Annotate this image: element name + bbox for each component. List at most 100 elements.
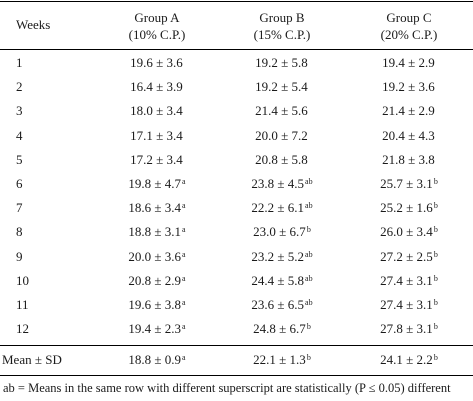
group-a-cell: 20.0 ± 3.6a xyxy=(95,249,219,264)
group-c-cell: 25.2 ± 1.6b xyxy=(347,200,471,215)
group-a-cell-superscript: a xyxy=(182,274,186,283)
group-b-cell-value: 22.2 ± 6.1 xyxy=(251,200,305,215)
table-footnote: ab = Means in the same row with differen… xyxy=(3,381,451,395)
group-a-cell-superscript: a xyxy=(182,250,186,259)
group-a-cell: 18.6 ± 3.4a xyxy=(95,200,219,215)
group-a-cell-value: 20.0 ± 3.6 xyxy=(128,249,182,264)
group-a-cell: 19.8 ± 4.7a xyxy=(95,176,219,191)
week-cell-value: 8 xyxy=(16,224,23,239)
week-cell-value: 9 xyxy=(16,249,23,264)
group-c-cell: 26.0 ± 3.4b xyxy=(347,224,471,239)
week-cell-value: 5 xyxy=(16,152,23,167)
group-c-cell-value: 27.2 ± 2.5 xyxy=(380,249,433,264)
group-a-cell-value: 18.0 ± 3.4 xyxy=(130,103,183,118)
group-c-cell-value: 21.8 ± 3.8 xyxy=(382,152,435,167)
week-cell: 10 xyxy=(16,273,29,288)
week-cell-value: 7 xyxy=(16,200,23,215)
group-c-cell-value: 25.2 ± 1.6 xyxy=(380,200,433,215)
group-a-cell-value: 19.6 ± 3.8 xyxy=(128,297,182,312)
header-group-a-sub: (10% C.P.) xyxy=(128,27,186,42)
week-cell: 4 xyxy=(16,128,23,143)
group-b-cell: 23.0 ± 6.7b xyxy=(220,224,344,239)
group-b-cell-value: 23.6 ± 6.5 xyxy=(251,297,305,312)
group-a-cell-value: 17.1 ± 3.4 xyxy=(130,128,183,143)
group-c-cell-value: 20.4 ± 4.3 xyxy=(382,128,435,143)
group-a-cell-superscript: a xyxy=(182,177,186,186)
group-b-cell-value: 19.2 ± 5.4 xyxy=(255,79,308,94)
group-a-cell-superscript: a xyxy=(182,201,186,210)
group-c-cell-value: 19.4 ± 2.9 xyxy=(382,55,435,70)
group-a-cell-value: 20.8 ± 2.9 xyxy=(128,273,182,288)
mean-sup-a: a xyxy=(182,353,186,362)
group-b-cell-value: 20.8 ± 5.8 xyxy=(255,152,308,167)
group-c-cell-value: 25.7 ± 3.1 xyxy=(380,176,433,191)
group-b-cell: 24.8 ± 6.7b xyxy=(220,321,344,336)
group-a-cell-superscript: a xyxy=(182,298,186,307)
group-a-cell-value: 19.6 ± 3.6 xyxy=(130,55,183,70)
week-cell: 12 xyxy=(16,321,29,336)
group-b-cell-superscript: b xyxy=(306,225,311,234)
mean-value-b: 22.1 ± 1.3 xyxy=(253,352,306,367)
group-a-cell: 19.6 ± 3.8a xyxy=(95,297,219,312)
group-c-cell: 27.2 ± 2.5b xyxy=(347,249,471,264)
table-top-rule xyxy=(0,1,473,2)
header-group-a: Group A xyxy=(134,10,180,25)
header-group-c: Group C xyxy=(386,10,432,25)
group-b-cell: 19.2 ± 5.8 xyxy=(220,55,344,70)
group-a-cell-value: 16.4 ± 3.9 xyxy=(130,79,183,94)
group-b-cell: 22.2 ± 6.1ab xyxy=(220,200,344,215)
header-rule xyxy=(0,49,473,50)
group-c-cell: 27.8 ± 3.1b xyxy=(347,321,471,336)
mean-sup-b: b xyxy=(306,353,311,362)
group-b-cell: 23.8 ± 4.5ab xyxy=(220,176,344,191)
group-b-cell: 23.2 ± 5.2ab xyxy=(220,249,344,264)
group-c-cell: 21.8 ± 3.8 xyxy=(347,152,471,167)
mean-value-a: 18.8 ± 0.9 xyxy=(128,352,182,367)
group-a-cell: 19.4 ± 2.3a xyxy=(95,321,219,336)
week-cell-value: 1 xyxy=(16,55,23,70)
group-a-cell: 18.8 ± 3.1a xyxy=(95,224,219,239)
group-b-cell-superscript: ab xyxy=(305,250,313,259)
group-c-cell: 20.4 ± 4.3 xyxy=(347,128,471,143)
group-c-cell-superscript: b xyxy=(433,177,438,186)
group-c-cell-superscript: b xyxy=(433,225,438,234)
group-b-cell-value: 23.0 ± 6.7 xyxy=(253,224,306,239)
group-b-cell: 24.4 ± 5.8ab xyxy=(220,273,344,288)
group-b-cell-superscript: ab xyxy=(305,177,313,186)
mean-row-label: Mean ± SD xyxy=(2,352,62,367)
group-a-cell: 18.0 ± 3.4 xyxy=(95,103,219,118)
group-c-cell-value: 27.8 ± 3.1 xyxy=(380,321,433,336)
header-weeks: Weeks xyxy=(16,17,51,32)
mean-value-c: 24.1 ± 2.2 xyxy=(380,352,433,367)
group-a-cell-value: 17.2 ± 3.4 xyxy=(130,152,183,167)
group-b-cell: 19.2 ± 5.4 xyxy=(220,79,344,94)
mean-cell-c: 24.1 ± 2.2b xyxy=(347,352,471,367)
group-a-cell: 19.6 ± 3.6 xyxy=(95,55,219,70)
group-b-cell-superscript: b xyxy=(306,322,311,331)
week-cell: 8 xyxy=(16,224,23,239)
group-b-cell: 23.6 ± 6.5ab xyxy=(220,297,344,312)
week-cell-value: 3 xyxy=(16,103,23,118)
mean-cell-b: 22.1 ± 1.3b xyxy=(220,352,344,367)
week-cell-value: 6 xyxy=(16,176,23,191)
group-a-cell: 17.2 ± 3.4 xyxy=(95,152,219,167)
group-b-cell-value: 23.8 ± 4.5 xyxy=(251,176,305,191)
header-group-b: Group B xyxy=(259,10,305,25)
group-c-cell: 21.4 ± 2.9 xyxy=(347,103,471,118)
group-b-cell-value: 24.4 ± 5.8 xyxy=(251,273,305,288)
group-a-cell-superscript: a xyxy=(182,225,186,234)
group-a-cell-value: 18.6 ± 3.4 xyxy=(128,200,182,215)
group-b-cell-superscript: ab xyxy=(305,298,313,307)
group-a-cell-value: 19.8 ± 4.7 xyxy=(128,176,182,191)
group-c-cell: 19.2 ± 3.6 xyxy=(347,79,471,94)
week-cell-value: 11 xyxy=(16,297,29,312)
group-b-cell-value: 24.8 ± 6.7 xyxy=(253,321,306,336)
week-cell: 6 xyxy=(16,176,23,191)
group-b-cell: 20.0 ± 7.2 xyxy=(220,128,344,143)
week-cell: 2 xyxy=(16,79,23,94)
group-c-cell-superscript: b xyxy=(433,250,438,259)
mean-sup-c: b xyxy=(433,353,438,362)
group-a-cell: 17.1 ± 3.4 xyxy=(95,128,219,143)
group-c-cell: 25.7 ± 3.1b xyxy=(347,176,471,191)
